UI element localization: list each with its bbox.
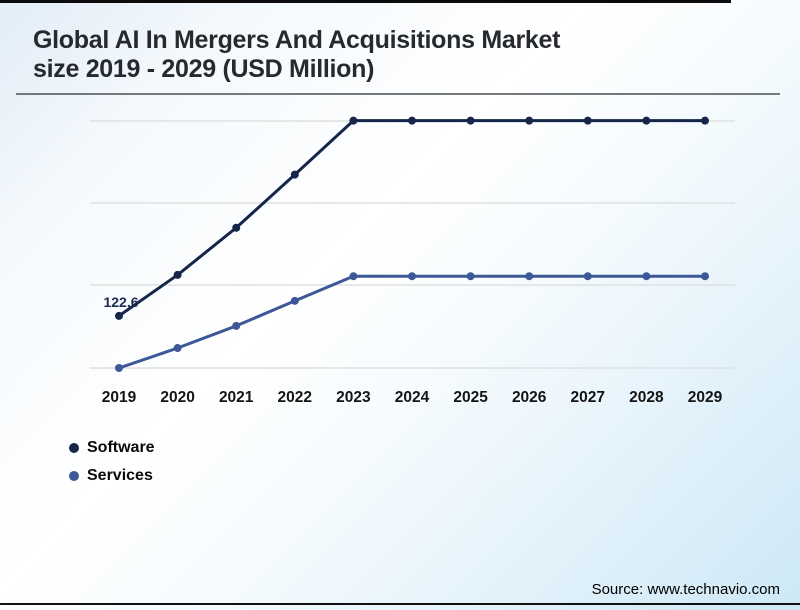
- data-point-services: [290, 296, 299, 305]
- gridlines: [90, 120, 735, 369]
- legend-item-services: Services: [69, 465, 155, 487]
- data-point-services: [525, 272, 534, 281]
- x-axis-label: 2028: [629, 389, 664, 406]
- source-credit: Source: www.technavio.com: [591, 581, 780, 598]
- legend-bullet-icon: [69, 443, 79, 453]
- chart-title-line1: Global AI In Mergers And Acquisitions Ma…: [33, 26, 561, 54]
- data-point-services: [349, 272, 358, 281]
- data-point-software: [701, 116, 709, 125]
- chart-title: Global AI In Mergers And Acquisitions Ma…: [33, 26, 560, 84]
- legend-label: Software: [87, 439, 155, 456]
- data-point-label: 122.6: [103, 294, 138, 310]
- x-axis-label: 2023: [336, 389, 371, 406]
- chart-title-line2: size 2019 - 2029 (USD Million): [33, 55, 375, 83]
- x-axis-label: 2021: [218, 389, 254, 406]
- data-point-software: [583, 116, 592, 125]
- legend-item-software: Software: [69, 437, 155, 459]
- x-axis-label: 2020: [160, 389, 195, 406]
- legend: Software Services: [69, 437, 155, 493]
- data-point-software: [642, 116, 651, 125]
- bottom-border-line: [0, 603, 800, 605]
- legend-label: Services: [87, 467, 153, 484]
- data-point-software: [525, 116, 534, 125]
- title-divider: [16, 93, 780, 95]
- legend-bullet-icon: [69, 471, 79, 481]
- data-point-software: [232, 223, 241, 232]
- x-axis-label: 2027: [570, 389, 606, 406]
- series-line-services: [118, 274, 705, 370]
- x-axis-label: 2025: [453, 389, 488, 406]
- series-lines: [115, 116, 709, 372]
- data-point-software: [408, 116, 416, 125]
- data-point-software: [349, 116, 358, 125]
- data-point-services: [466, 272, 475, 281]
- data-point-services: [173, 344, 182, 353]
- data-point-services: [115, 364, 123, 372]
- x-axis-label: 2019: [101, 389, 137, 406]
- series-line-software: [118, 119, 705, 318]
- data-point-services: [232, 321, 241, 330]
- data-point-software: [290, 170, 299, 179]
- data-point-software: [115, 311, 123, 320]
- data-point-services: [701, 272, 709, 281]
- x-axis-label: 2026: [511, 389, 547, 406]
- data-point-software: [173, 270, 182, 279]
- data-point-software: [466, 116, 475, 125]
- data-point-services: [642, 272, 651, 281]
- x-axis-label: 2022: [277, 389, 313, 406]
- top-border-bar: [0, 0, 731, 3]
- data-point-services: [583, 272, 592, 281]
- x-axis: 2019 2020 2021 2022 2023 2024 2025 2026 2027 2028…: [0, 389, 800, 409]
- x-axis-label: 2024: [394, 389, 430, 406]
- data-point-services: [408, 272, 416, 281]
- line-chart-plot: 122.6: [90, 116, 735, 372]
- x-axis-label: 2029: [687, 389, 723, 406]
